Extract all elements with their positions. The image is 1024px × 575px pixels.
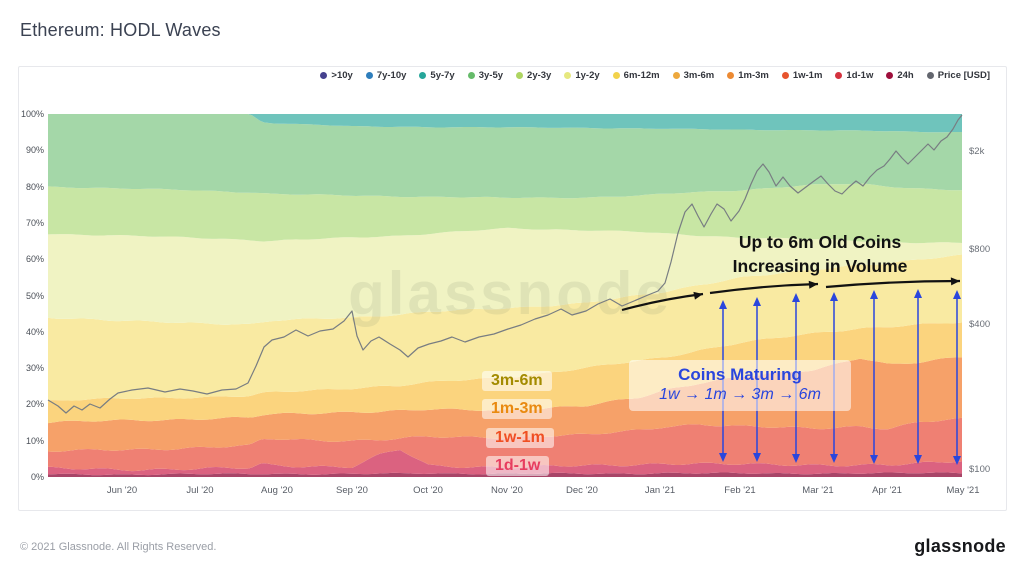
- price-line-layer: [47, 114, 963, 414]
- legend-item-3y-5y[interactable]: 3y-5y: [467, 70, 504, 81]
- footer-copyright: © 2021 Glassnode. All Rights Reserved.: [20, 541, 217, 553]
- legend-swatch: [467, 72, 475, 79]
- legend-item-1w-1m[interactable]: 1w-1m: [781, 70, 823, 81]
- legend-swatch: [672, 72, 680, 79]
- legend-label: 3m-6m: [683, 70, 715, 81]
- legend-item-7y-10y[interactable]: 7y-10y: [365, 70, 407, 81]
- legend-label: 7y-10y: [376, 70, 407, 81]
- legend-swatch: [320, 72, 328, 79]
- legend-item-5y-7y[interactable]: 5y-7y: [419, 70, 455, 81]
- age-band-1y-2y: [48, 227, 962, 325]
- legend-swatch: [516, 72, 524, 79]
- legend-swatch: [835, 72, 843, 79]
- legend-swatch: [612, 72, 620, 79]
- legend-swatch: [781, 72, 789, 79]
- age-band-3m-6m: [48, 322, 962, 424]
- legend-label: 3y-5y: [478, 70, 504, 81]
- legend-label: 1w-1m: [792, 70, 823, 81]
- legend-label: 5y-7y: [430, 70, 455, 81]
- watermark: glassnode: [348, 260, 672, 327]
- legend-item-price-usd-[interactable]: Price [USD]: [926, 70, 990, 81]
- legend-label: 24h: [897, 70, 914, 81]
- legend-swatch: [419, 72, 427, 79]
- legend-label: 1m-3m: [738, 70, 769, 81]
- legend-item-1y-2y[interactable]: 1y-2y: [564, 70, 600, 81]
- price-usd-line: [47, 114, 963, 414]
- legend-item-3m-6m[interactable]: 3m-6m: [672, 70, 715, 81]
- age-band-2y-3y: [48, 183, 962, 244]
- legend-swatch: [886, 72, 894, 79]
- legend-swatch: [564, 72, 572, 79]
- chart-legend: >10y 7y-10y 5y-7y 3y-5y 2y-3y 1y-2y 6m-12m 3m-6…: [18, 70, 996, 81]
- legend-item-2y-3y[interactable]: 2y-3y: [516, 70, 551, 81]
- annotation-arrows-layer: [621, 277, 961, 465]
- legend-item-24h[interactable]: 24h: [886, 70, 914, 81]
- trend-arrow: [709, 282, 819, 295]
- age-band-1d-1w: [48, 450, 962, 476]
- page-title: Ethereum: HODL Waves: [20, 20, 221, 40]
- legend-swatch: [926, 72, 934, 79]
- legend-swatch: [727, 72, 735, 79]
- legend-item--10y[interactable]: >10y: [320, 70, 353, 81]
- age-band-3y-5y: [48, 114, 962, 199]
- legend-label: 1d-1w: [846, 70, 874, 81]
- legend-item-1m-3m[interactable]: 1m-3m: [727, 70, 769, 81]
- legend-item-1d-1w[interactable]: 1d-1w: [835, 70, 873, 81]
- legend-item-6m-12m[interactable]: 6m-12m: [612, 70, 660, 81]
- trend-arrow: [825, 279, 961, 289]
- legend-label: 2y-3y: [527, 70, 552, 81]
- legend-label: Price [USD]: [937, 70, 990, 81]
- legend-label: >10y: [331, 70, 353, 81]
- age-band-5y-7y: [48, 114, 962, 133]
- legend-swatch: [365, 72, 373, 79]
- legend-label: 1y-2y: [575, 70, 600, 81]
- legend-label: 6m-12m: [623, 70, 660, 81]
- glassnode-logo: glassnode: [914, 536, 1006, 556]
